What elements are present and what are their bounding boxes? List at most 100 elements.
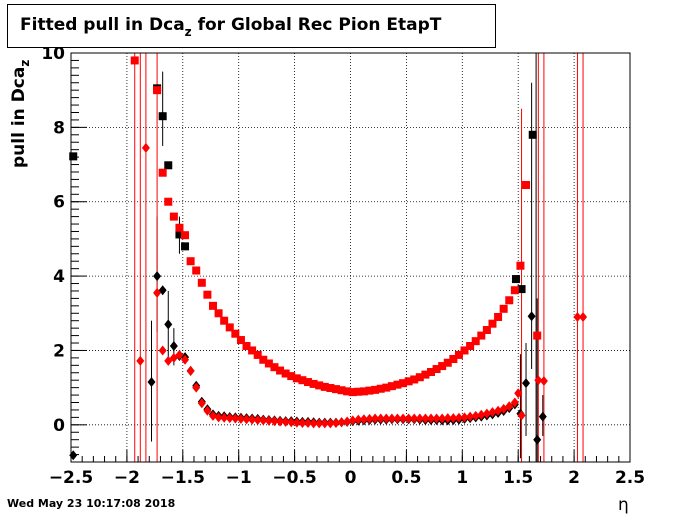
data-point: [287, 417, 296, 428]
data-point: [181, 354, 190, 365]
data-point: [522, 378, 531, 389]
x-tick-label: 1.5: [503, 468, 533, 488]
data-point: [320, 382, 329, 391]
data-point: [527, 311, 536, 322]
data-point: [287, 372, 296, 381]
data-point: [175, 349, 184, 360]
y-tick-label: 8: [53, 118, 65, 138]
data-point: [466, 341, 475, 350]
data-point: [331, 385, 340, 394]
data-point: [141, 142, 150, 153]
data-point: [514, 388, 523, 399]
data-point: [365, 386, 374, 395]
y-tick-label: 4: [53, 267, 65, 287]
data-point: [466, 411, 475, 422]
data-point: [376, 413, 385, 424]
data-point: [153, 271, 162, 282]
data-point: [236, 413, 245, 424]
title-subscript: z: [184, 25, 192, 39]
data-point: [449, 355, 458, 364]
data-point: [225, 323, 234, 332]
tick-labels: −2.5 −2 −1.5 −1 −0.5 0 0.5 1 1.5 2 2.5 0 2 4 6 8 10: [41, 44, 645, 488]
data-point: [371, 413, 380, 424]
x-tick-label: 2: [568, 468, 580, 488]
data-point: [220, 316, 229, 325]
data-point: [186, 365, 195, 376]
data-point: [533, 331, 542, 340]
data-point: [482, 326, 491, 335]
data-point: [242, 414, 251, 425]
data-point: [292, 417, 301, 428]
data-point: [387, 382, 396, 391]
data-point: [517, 285, 526, 294]
data-point: [404, 413, 413, 424]
data-point: [169, 340, 178, 351]
data-point: [225, 413, 234, 424]
axis-ticks: [70, 52, 631, 463]
data-point: [482, 408, 491, 419]
data-point: [231, 413, 240, 424]
data-point: [393, 413, 402, 424]
data-point: [449, 413, 458, 424]
data-point: [488, 407, 497, 418]
data-point: [236, 336, 245, 345]
data-point: [426, 413, 435, 424]
data-point: [309, 379, 318, 388]
data-point: [387, 413, 396, 424]
data-point: [505, 296, 514, 305]
data-point: [460, 412, 469, 423]
data-point: [326, 384, 335, 393]
data-point: [259, 415, 268, 426]
ylabel-subscript: z: [18, 59, 32, 67]
data-point: [517, 410, 526, 421]
data-point: [164, 319, 173, 330]
chart-title: Fitted pull in Dcaz for Global Rec Pion …: [20, 15, 441, 39]
data-point: [348, 415, 357, 426]
data-point: [393, 380, 402, 389]
data-point: [343, 387, 352, 396]
data-point: [488, 319, 497, 328]
data-point: [539, 375, 548, 386]
data-point: [231, 329, 240, 338]
data-point: [181, 231, 190, 240]
data-point: [410, 413, 419, 424]
data-point: [471, 410, 480, 421]
data-point: [253, 414, 262, 425]
data-point: [320, 418, 329, 429]
data-point: [153, 86, 162, 95]
data-point: [192, 266, 201, 275]
data-point: [432, 413, 441, 424]
data-point: [337, 386, 346, 395]
data-point: [259, 355, 268, 364]
title-prefix: Fitted pull in Dca: [20, 15, 185, 35]
data-point: [203, 290, 212, 299]
data-point: [315, 418, 324, 429]
data-point: [354, 414, 363, 425]
data-point: [175, 230, 184, 239]
data-point: [454, 350, 463, 359]
data-point: [264, 359, 273, 368]
data-point: [331, 417, 340, 428]
data-point: [354, 387, 363, 396]
data-point: [415, 373, 424, 382]
data-point: [460, 346, 469, 355]
x-tick-label: −2.5: [49, 468, 93, 488]
data-point: [208, 410, 217, 421]
x-tick-label: −1.5: [161, 468, 205, 488]
data-point: [186, 257, 195, 266]
data-point: [499, 304, 508, 313]
data-point: [438, 362, 447, 371]
data-point: [494, 405, 503, 416]
data-point: [494, 312, 503, 321]
data-point: [69, 152, 78, 161]
data-point: [516, 261, 525, 270]
data-point: [214, 412, 223, 423]
data-point: [337, 417, 346, 428]
data-point: [477, 331, 486, 340]
data-point: [573, 311, 582, 322]
data-point: [528, 130, 537, 139]
data-point: [192, 382, 201, 393]
data-point: [443, 413, 452, 424]
data-point: [248, 346, 257, 355]
